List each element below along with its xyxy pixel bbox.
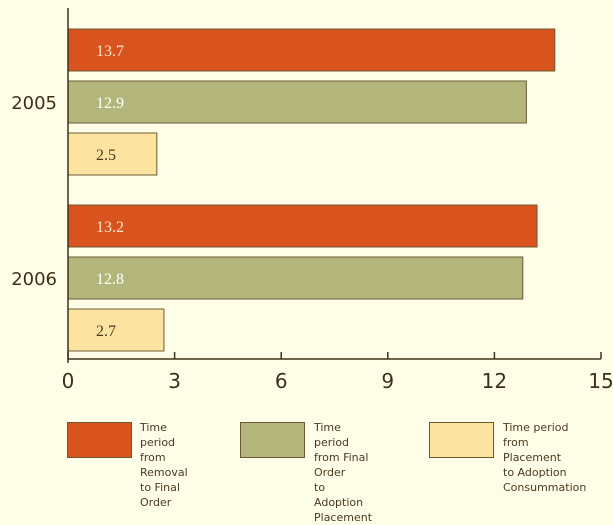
chart-legend: Time period from Removal to Final Order … xyxy=(0,420,613,524)
bar-value-label-2006-series-1: 13.2 xyxy=(96,219,124,236)
x-tick-label-0: 0 xyxy=(62,369,75,393)
legend-label-placement: Time period from Placement to Adoption C… xyxy=(503,421,587,494)
y-tick-label-2005: 2005 xyxy=(11,93,57,114)
bar-2006-series-1 xyxy=(67,204,538,248)
x-tick-label-6: 6 xyxy=(275,369,288,393)
bar-chart: 13.7 12.9 2.5 2005 13.2 12.8 2.7 2006 0 3 6 9 12 15 xyxy=(11,8,613,393)
x-tick-label-9: 9 xyxy=(381,369,394,393)
bar-2005-series-2 xyxy=(67,80,527,124)
legend-swatch-placement xyxy=(429,422,494,458)
bar-value-label-2006-series-2: 12.8 xyxy=(96,271,124,288)
legend-swatch-removal xyxy=(67,422,132,458)
bar-value-label-2005-series-2: 12.9 xyxy=(96,95,124,112)
legend-label-final-order: Time period from Final Order to Adoption… xyxy=(314,421,373,524)
x-tick-label-3: 3 xyxy=(168,369,181,393)
legend-label-removal: Time period from Removal to Final Order xyxy=(140,421,188,509)
y-tick-label-2006: 2006 xyxy=(11,269,57,290)
x-tick-label-12: 12 xyxy=(482,369,507,393)
legend-swatch-final-order xyxy=(240,422,305,458)
bar-2005-series-1 xyxy=(67,28,556,72)
bar-value-label-2006-series-3: 2.7 xyxy=(96,323,116,340)
bar-2006-series-3 xyxy=(67,308,165,352)
bar-value-label-2005-series-1: 13.7 xyxy=(96,43,124,60)
bar-2006-series-2 xyxy=(67,256,524,300)
x-tick-label-15: 15 xyxy=(588,369,613,393)
bar-value-label-2005-series-3: 2.5 xyxy=(96,147,116,164)
bar-2005-series-3 xyxy=(67,132,158,176)
